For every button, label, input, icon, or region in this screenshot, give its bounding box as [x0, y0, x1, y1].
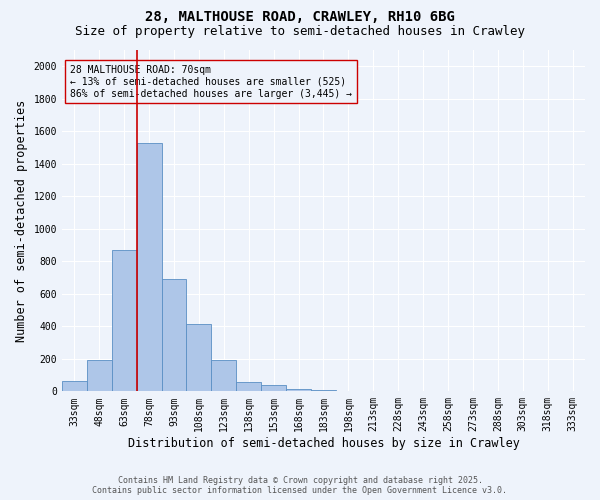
Bar [236, 382, 261, 392]
Y-axis label: Number of semi-detached properties: Number of semi-detached properties [15, 100, 28, 342]
Bar [286, 389, 311, 392]
Bar [137, 142, 161, 392]
Text: 28, MALTHOUSE ROAD, CRAWLEY, RH10 6BG: 28, MALTHOUSE ROAD, CRAWLEY, RH10 6BG [145, 10, 455, 24]
Bar [161, 279, 187, 392]
Bar [112, 250, 137, 392]
Bar [62, 381, 87, 392]
Bar [87, 360, 112, 392]
Bar [187, 324, 211, 392]
Text: Contains HM Land Registry data © Crown copyright and database right 2025.
Contai: Contains HM Land Registry data © Crown c… [92, 476, 508, 495]
Bar [261, 385, 286, 392]
Text: Size of property relative to semi-detached houses in Crawley: Size of property relative to semi-detach… [75, 25, 525, 38]
Text: 28 MALTHOUSE ROAD: 70sqm
← 13% of semi-detached houses are smaller (525)
86% of : 28 MALTHOUSE ROAD: 70sqm ← 13% of semi-d… [70, 66, 352, 98]
X-axis label: Distribution of semi-detached houses by size in Crawley: Distribution of semi-detached houses by … [128, 437, 520, 450]
Bar [211, 360, 236, 392]
Bar [311, 390, 336, 392]
